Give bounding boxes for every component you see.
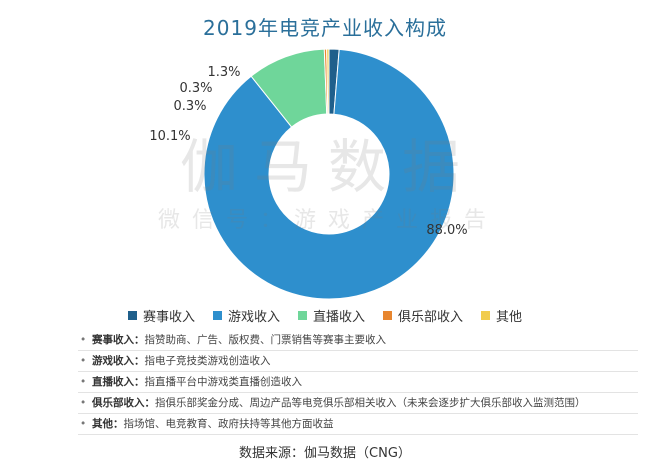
note-term: 其他： [92,418,124,430]
note-row-1: • 赛事收入：指赞助商、广告、版权费、门票销售等赛事主要收入 [78,330,638,351]
legend-label: 赛事收入 [142,310,195,325]
legend-label: 其他 [496,310,523,325]
chart-legend: 赛事收入 游戏收入 直播收入 俱乐部收入 其他 [0,306,650,325]
data-source: 数据来源：伽马数据（CNG） [239,446,411,461]
legend-item-3: 直播收入 [297,306,365,325]
note-row-5: • 其他：指场馆、电竞教育、政府扶持等其他方面收益 [78,414,638,435]
note-term: 游戏收入： [92,355,145,367]
note-description: 指俱乐部奖金分成、周边产品等电竞俱乐部相关收入（未来会逐步扩大俱乐部收入监测范围… [155,397,586,409]
donut-slice-5 [326,48,330,115]
chart-title: 2019年电竞产业收入构成 [203,16,447,40]
note-description: 指赞助商、广告、版权费、门票销售等赛事主要收入 [144,334,387,346]
legend-label: 游戏收入 [227,310,280,325]
slice-label-1: 1.3% [207,65,240,80]
bullet-icon: • [80,418,87,430]
note-term: 俱乐部收入： [92,397,155,409]
legend-swatch [481,311,491,320]
legend-label: 直播收入 [312,310,365,325]
donut-chart: 1.3% 88.0% 10.1% 0.3% 0.3% [149,48,468,300]
bullet-icon: • [80,376,87,388]
bullet-icon: • [80,355,87,367]
legend-swatch [383,311,392,320]
legend-item-5: 其他 [481,306,522,325]
note-description: 指场馆、电竞教育、政府扶持等其他方面收益 [123,418,334,430]
bullet-icon: • [80,397,87,409]
legend-label: 俱乐部收入 [398,310,464,325]
slice-label-4: 0.3% [173,99,206,114]
legend-swatch [297,311,307,320]
legend-swatch [212,311,222,320]
legend-swatch [127,311,137,320]
definition-notes: • 赛事收入：指赞助商、广告、版权费、门票销售等赛事主要收入 • 游戏收入：指电子竞技… [78,330,638,435]
bullet-icon: • [80,334,87,346]
note-row-4: • 俱乐部收入：指俱乐部奖金分成、周边产品等电竞俱乐部相关收入（未来会逐步扩大俱乐… [78,393,638,414]
donut-slice-2 [203,48,455,300]
legend-item-4: 俱乐部收入 [383,306,463,325]
slice-label-3: 10.1% [149,129,190,144]
note-row-3: • 直播收入：指直播平台中游戏类直播创造收入 [78,372,638,393]
slice-label-2: 88.0% [426,223,467,238]
note-term: 直播收入： [92,376,145,388]
slice-label-5: 0.3% [179,81,212,96]
note-term: 赛事收入： [92,334,145,346]
legend-item-2: 游戏收入 [212,306,280,325]
note-row-2: • 游戏收入：指电子竞技类游戏创造收入 [78,351,638,372]
note-description: 指直播平台中游戏类直播创造收入 [144,376,303,388]
legend-item-1: 赛事收入 [127,306,195,325]
note-description: 指电子竞技类游戏创造收入 [144,355,271,367]
